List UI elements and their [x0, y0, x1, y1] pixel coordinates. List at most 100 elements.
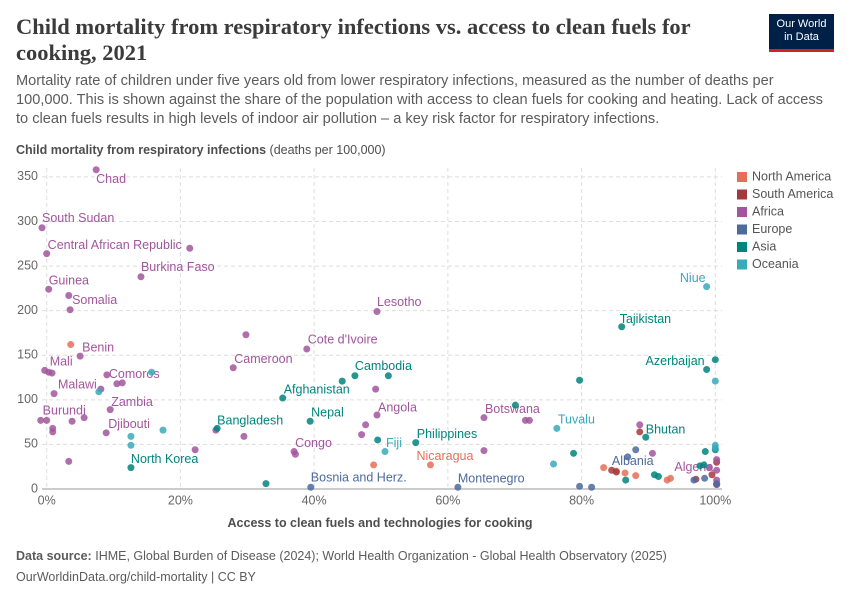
x-tick-label: 60% [435, 493, 460, 507]
point [370, 461, 378, 469]
point [412, 439, 420, 447]
point [48, 369, 56, 377]
point [240, 432, 248, 440]
point [632, 446, 640, 454]
point-label: Burkina Faso [141, 260, 215, 274]
point [118, 379, 126, 387]
point-label: Cote d'Ivoire [308, 332, 378, 346]
source: Data source: IHME, Global Burden of Dise… [16, 549, 667, 563]
point-label: Tajikistan [620, 312, 671, 326]
point [43, 416, 51, 424]
point-label: Philippines [417, 427, 477, 441]
point-label: Azerbaijan [646, 354, 705, 368]
point [362, 421, 370, 429]
point-label: Djibouti [108, 417, 150, 431]
point-label: Somalia [72, 293, 117, 307]
point [711, 356, 719, 364]
x-tick-label: 20% [168, 493, 193, 507]
point [279, 394, 287, 402]
logo-line: in Data [784, 30, 819, 43]
point [703, 366, 711, 374]
point [703, 283, 711, 291]
point [632, 472, 640, 480]
point [550, 460, 558, 468]
point-label: Algeria [674, 460, 713, 474]
point [454, 483, 462, 491]
x-tick-label: 40% [302, 493, 327, 507]
point [103, 371, 111, 379]
point [351, 372, 359, 380]
point-label: Nicaragua [416, 449, 473, 463]
point [242, 331, 250, 339]
point-label: Niue [680, 271, 706, 285]
point-label: Congo [295, 436, 332, 450]
legend-label: South America [752, 187, 833, 201]
point [480, 414, 488, 422]
point [127, 464, 135, 472]
url: OurWorldinData.org/child-mortality | CC … [16, 570, 256, 584]
point [65, 292, 73, 300]
point [576, 482, 584, 490]
point [713, 466, 721, 474]
point [642, 433, 650, 441]
y-axis-label: Child mortality from respiratory infecti… [16, 143, 386, 157]
point [43, 250, 51, 258]
point-label: Bhutan [646, 423, 686, 437]
point-label: Montenegro [458, 472, 525, 486]
point [358, 431, 366, 439]
point [191, 446, 199, 454]
point [384, 372, 392, 380]
legend-swatch [737, 172, 747, 182]
y-tick-label: 350 [17, 169, 38, 183]
legend-swatch [737, 224, 747, 235]
point [553, 424, 561, 432]
chart-title: Child mortality from respiratory infecti… [16, 14, 691, 65]
legend-swatch [737, 242, 747, 252]
y-tick-label: 150 [17, 348, 38, 362]
point [186, 244, 194, 252]
point-label: Albania [612, 454, 654, 468]
point [229, 364, 237, 372]
x-tick-label: 0% [38, 493, 56, 507]
point-label: Afghanistan [284, 382, 350, 396]
point-label: Botswana [485, 402, 540, 416]
point [95, 388, 103, 396]
y-tick-label: 100 [17, 392, 38, 406]
point [80, 414, 88, 422]
x-axis-label: Access to clean fuels and technologies f… [227, 516, 533, 530]
point [690, 476, 698, 484]
point [76, 352, 84, 360]
x-tick-label: 80% [569, 493, 594, 507]
point [137, 273, 145, 281]
point [708, 471, 716, 479]
point [713, 456, 721, 464]
point [426, 461, 434, 469]
point [37, 416, 45, 424]
point [636, 421, 644, 429]
point [700, 461, 708, 469]
point [374, 436, 382, 444]
point-label: Malawi [58, 377, 97, 391]
point [711, 444, 719, 452]
legend-swatch [737, 259, 747, 270]
legend-swatch [737, 207, 747, 217]
point-label: Bangladesh [217, 414, 283, 428]
legend-label: Africa [752, 204, 784, 218]
legend-swatch [737, 189, 747, 200]
point [381, 448, 389, 456]
legend-label: North America [752, 169, 831, 183]
y-tick-label: 250 [17, 258, 38, 272]
point [291, 450, 299, 458]
point-label: Lesotho [377, 295, 422, 309]
point [621, 469, 629, 477]
point-label: Fiji [386, 436, 402, 450]
point [213, 424, 221, 432]
point-label: Central African Republic [48, 238, 182, 252]
point [576, 376, 584, 384]
y-tick-label: 200 [17, 303, 38, 317]
subtitle: Mortality rate of children under five ye… [16, 73, 823, 127]
y-tick-label: 0 [31, 481, 38, 495]
legend-label: Europe [752, 222, 792, 236]
